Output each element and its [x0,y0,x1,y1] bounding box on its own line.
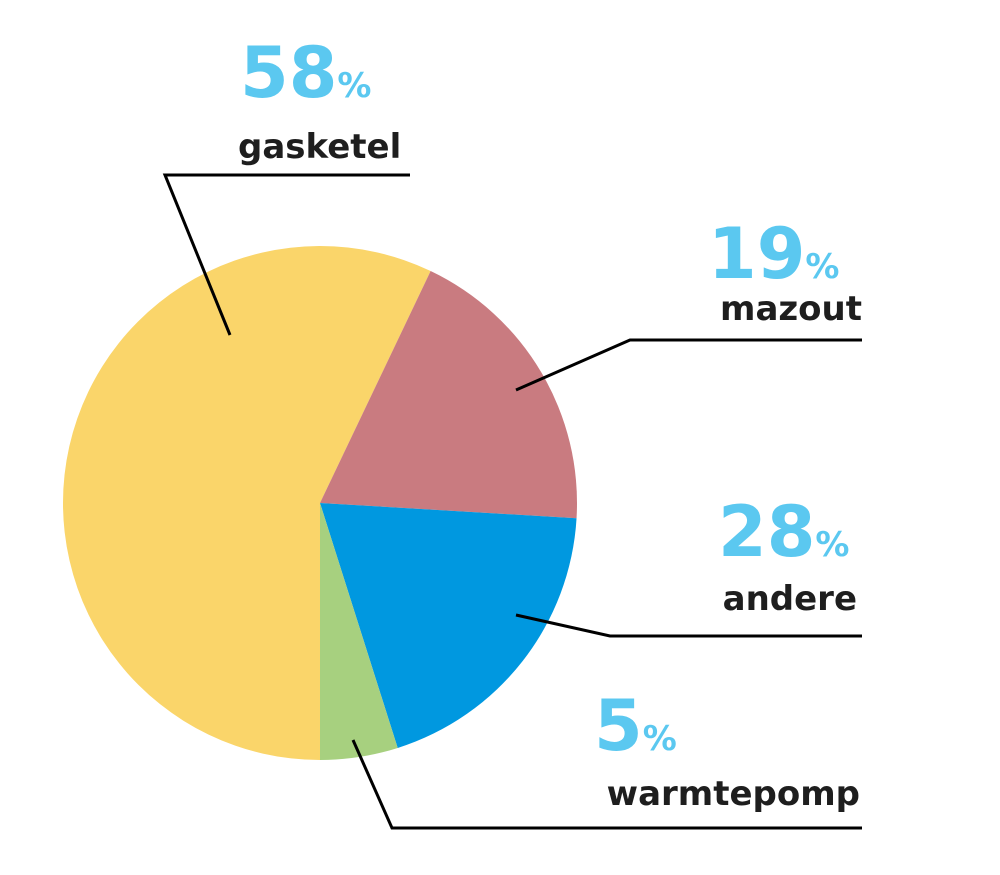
percent-sign: % [337,66,371,106]
slice-percent-andere: 28% [718,491,850,573]
slice-percent-warmtepomp: 5% [594,685,677,767]
pie-slice-gasketel [62,246,431,761]
percent-sign: % [815,525,849,565]
percent-value: 19 [708,213,805,295]
slice-label-gasketel: gasketel [238,127,401,167]
leader-line-gasketel [162,173,410,336]
leader-line-warmtepomp [351,739,862,830]
percent-value: 5 [594,685,643,767]
slice-label-warmtepomp: warmtepomp [607,774,860,814]
slice-label-mazout: mazout [720,289,862,329]
percent-value: 58 [240,32,337,114]
pie-slice-warmtepomp [320,503,398,760]
slice-percent-mazout: 19% [708,213,840,295]
pie-slices [62,246,578,761]
leader-line-mazout [515,338,862,392]
pie-slice-andere [320,503,577,748]
slice-labels: 58%gasketel19%mazout28%andere5%warmtepom… [238,32,862,814]
leader-lines [162,173,862,830]
percent-sign: % [643,719,677,759]
pie-slice-mazout [320,271,578,519]
percent-sign: % [805,247,839,287]
percent-value: 28 [718,491,815,573]
slice-percent-gasketel: 58% [240,32,372,114]
leader-line-andere [515,613,862,638]
slice-label-andere: andere [723,579,857,619]
